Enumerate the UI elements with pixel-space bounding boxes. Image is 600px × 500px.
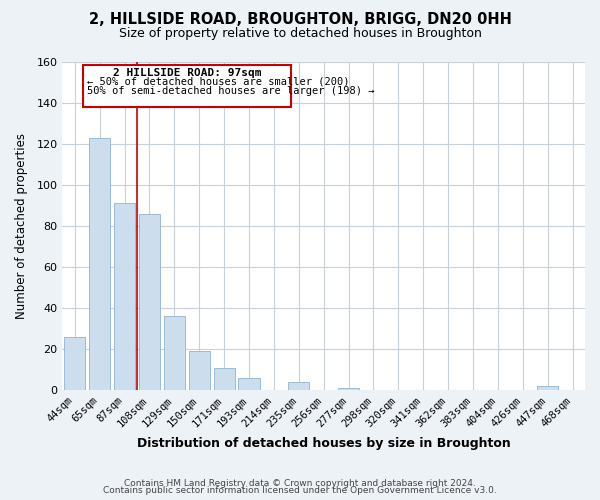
- Bar: [238, 378, 260, 390]
- Bar: [114, 204, 135, 390]
- FancyBboxPatch shape: [83, 64, 292, 106]
- Bar: [288, 382, 310, 390]
- X-axis label: Distribution of detached houses by size in Broughton: Distribution of detached houses by size …: [137, 437, 511, 450]
- Bar: [537, 386, 558, 390]
- Text: 2, HILLSIDE ROAD, BROUGHTON, BRIGG, DN20 0HH: 2, HILLSIDE ROAD, BROUGHTON, BRIGG, DN20…: [89, 12, 511, 28]
- Text: 2 HILLSIDE ROAD: 97sqm: 2 HILLSIDE ROAD: 97sqm: [113, 68, 262, 78]
- Bar: [64, 337, 85, 390]
- Bar: [89, 138, 110, 390]
- Bar: [164, 316, 185, 390]
- Text: Contains HM Land Registry data © Crown copyright and database right 2024.: Contains HM Land Registry data © Crown c…: [124, 478, 476, 488]
- Bar: [139, 214, 160, 390]
- Text: ← 50% of detached houses are smaller (200): ← 50% of detached houses are smaller (20…: [87, 77, 350, 87]
- Text: Contains public sector information licensed under the Open Government Licence v3: Contains public sector information licen…: [103, 486, 497, 495]
- Text: Size of property relative to detached houses in Broughton: Size of property relative to detached ho…: [119, 28, 481, 40]
- Bar: [214, 368, 235, 390]
- Text: 50% of semi-detached houses are larger (198) →: 50% of semi-detached houses are larger (…: [87, 86, 375, 96]
- Bar: [188, 351, 210, 390]
- Y-axis label: Number of detached properties: Number of detached properties: [15, 133, 28, 319]
- Bar: [338, 388, 359, 390]
